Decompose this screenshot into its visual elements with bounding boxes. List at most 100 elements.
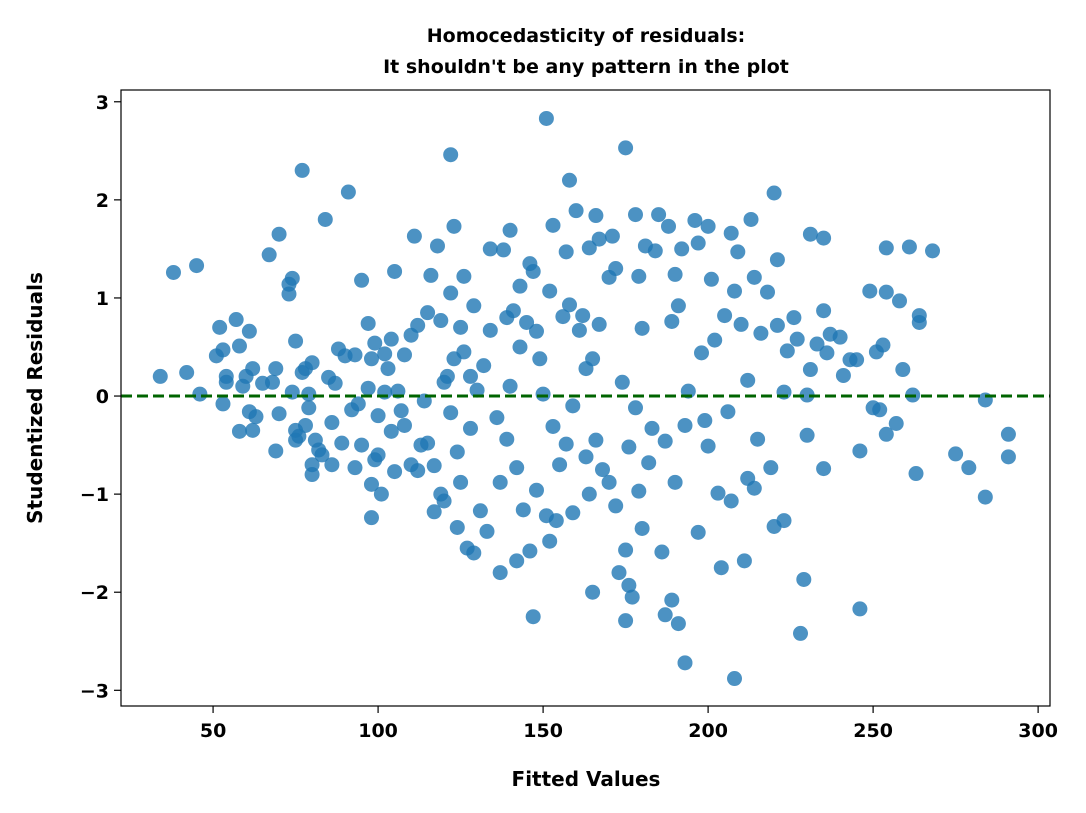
point bbox=[736, 553, 752, 569]
point bbox=[532, 351, 548, 367]
point bbox=[347, 347, 363, 363]
point bbox=[618, 140, 634, 156]
point bbox=[406, 228, 422, 244]
point bbox=[723, 493, 739, 509]
point bbox=[231, 338, 247, 354]
point bbox=[730, 244, 746, 260]
point bbox=[552, 457, 568, 473]
y-tick-label: 2 bbox=[96, 190, 109, 212]
point bbox=[618, 613, 634, 629]
point bbox=[878, 240, 894, 256]
point bbox=[690, 235, 706, 251]
point bbox=[591, 231, 607, 247]
point bbox=[634, 320, 650, 336]
point bbox=[509, 460, 525, 476]
x-tick-label: 50 bbox=[200, 720, 226, 742]
point bbox=[476, 358, 492, 374]
point bbox=[443, 285, 459, 301]
point bbox=[215, 342, 231, 358]
point bbox=[892, 293, 908, 309]
x-tick-label: 200 bbox=[688, 720, 728, 742]
point bbox=[439, 368, 455, 384]
point bbox=[268, 361, 284, 377]
point bbox=[502, 378, 518, 394]
point bbox=[746, 480, 762, 496]
point bbox=[436, 493, 452, 509]
x-tick-label: 300 bbox=[1018, 720, 1058, 742]
point bbox=[789, 331, 805, 347]
point bbox=[354, 272, 370, 288]
point bbox=[802, 362, 818, 378]
point bbox=[189, 258, 205, 274]
point bbox=[396, 417, 412, 433]
point bbox=[245, 422, 261, 438]
point bbox=[631, 268, 647, 284]
point bbox=[835, 367, 851, 383]
point bbox=[558, 244, 574, 260]
point bbox=[453, 474, 469, 490]
point bbox=[585, 584, 601, 600]
point bbox=[816, 461, 832, 477]
point bbox=[228, 312, 244, 328]
point bbox=[449, 444, 465, 460]
point bbox=[670, 298, 686, 314]
point bbox=[588, 208, 604, 224]
point bbox=[179, 364, 195, 380]
point bbox=[717, 308, 733, 324]
point bbox=[304, 355, 320, 371]
x-axis-label: Fitted Values bbox=[512, 767, 661, 791]
point bbox=[548, 513, 564, 529]
point bbox=[634, 520, 650, 536]
point bbox=[509, 553, 525, 569]
x-tick-label: 100 bbox=[358, 720, 398, 742]
point bbox=[750, 431, 766, 447]
point bbox=[651, 207, 667, 223]
point bbox=[925, 243, 941, 259]
point bbox=[512, 278, 528, 294]
point bbox=[664, 313, 680, 329]
point bbox=[631, 483, 647, 499]
point bbox=[743, 211, 759, 227]
point bbox=[621, 439, 637, 455]
point bbox=[538, 110, 554, 126]
point bbox=[264, 374, 280, 390]
point bbox=[769, 317, 785, 333]
point bbox=[878, 426, 894, 442]
point bbox=[786, 310, 802, 326]
point bbox=[545, 217, 561, 233]
point bbox=[740, 372, 756, 388]
y-tick-label: −1 bbox=[80, 484, 109, 506]
point bbox=[753, 325, 769, 341]
point bbox=[492, 474, 508, 490]
point bbox=[558, 436, 574, 452]
point bbox=[446, 218, 462, 234]
point bbox=[482, 322, 498, 338]
point bbox=[192, 386, 208, 402]
point bbox=[872, 402, 888, 418]
point bbox=[793, 625, 809, 641]
point bbox=[687, 212, 703, 228]
point bbox=[410, 463, 426, 479]
point bbox=[363, 510, 379, 526]
point bbox=[373, 486, 389, 502]
point bbox=[363, 476, 379, 492]
point bbox=[499, 431, 515, 447]
point bbox=[641, 455, 657, 471]
point bbox=[453, 319, 469, 335]
point bbox=[261, 247, 277, 263]
point bbox=[561, 172, 577, 188]
point bbox=[581, 486, 597, 502]
point bbox=[733, 316, 749, 332]
point bbox=[231, 423, 247, 439]
point bbox=[370, 408, 386, 424]
point bbox=[694, 345, 710, 361]
point bbox=[571, 322, 587, 338]
y-tick-label: 1 bbox=[96, 288, 109, 310]
point bbox=[525, 609, 541, 625]
point bbox=[212, 319, 228, 335]
point bbox=[466, 545, 482, 561]
point bbox=[324, 457, 340, 473]
point bbox=[727, 283, 743, 299]
point bbox=[948, 446, 964, 462]
point bbox=[294, 162, 310, 178]
